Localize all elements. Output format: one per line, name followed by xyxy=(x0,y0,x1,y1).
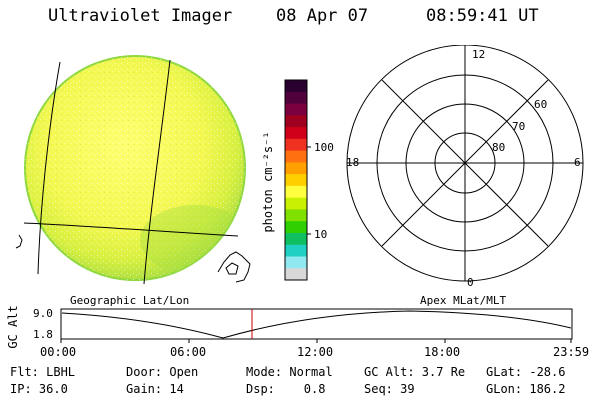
gain-info: Gain: 14 xyxy=(126,382,184,396)
ip-info: IP: 36.0 xyxy=(10,382,68,396)
mlat-label-70: 70 xyxy=(512,120,526,133)
colorbar-band xyxy=(285,103,307,116)
lat-lon-grid xyxy=(23,59,239,285)
mlat-label-80: 80 xyxy=(492,141,506,154)
mode-info: Mode: Normal xyxy=(246,365,333,379)
gc-alt-tick-low: 1.8 xyxy=(33,328,53,341)
mlt-label-6: 6 xyxy=(574,156,581,169)
time-tick-1200: 12:00 xyxy=(297,345,334,359)
colorbar-band xyxy=(285,256,307,269)
colorbar-band xyxy=(285,80,307,93)
time-tick-1800: 18:00 xyxy=(424,345,461,359)
geographic-label: Geographic Lat/Lon xyxy=(70,294,190,307)
colorbar-band xyxy=(285,150,307,163)
colorbar-band xyxy=(285,197,307,210)
polar-plot xyxy=(346,45,584,282)
gc-alt-info: GC Alt: 3.7 Re xyxy=(364,365,466,379)
colorbar-band xyxy=(285,127,307,140)
seq-info: Seq: 39 xyxy=(364,382,415,396)
polar-diagonal-2 xyxy=(381,79,549,247)
time-tick-0600: 06:00 xyxy=(170,345,207,359)
mlt-label-0: 0 xyxy=(467,276,474,289)
gc-alt-axis-label: GC Alt xyxy=(6,305,20,349)
dsp-info: Dsp: 0.8 xyxy=(246,382,326,396)
orbit-timeline-plot xyxy=(60,308,573,343)
colorbar-band xyxy=(285,91,307,105)
gc-alt-tick-high: 9.0 xyxy=(33,307,53,320)
gc-alt-curve xyxy=(61,310,572,339)
date-label: 08 Apr 07 xyxy=(276,6,369,26)
colorbar-band xyxy=(285,185,307,199)
colorbar xyxy=(284,79,311,281)
colorbar-band xyxy=(285,162,307,175)
apex-label: Apex MLat/MLT xyxy=(420,294,507,307)
colorbar-band xyxy=(285,115,307,128)
glat-info: GLat: -28.6 xyxy=(486,365,566,379)
time-tick-2359: 23:59 xyxy=(553,345,590,359)
colorbar-tick-label-100: 100 xyxy=(314,141,334,154)
uv-image-panel xyxy=(15,55,251,285)
colorbar-band xyxy=(285,268,307,281)
mlt-label-18: 18 xyxy=(346,156,360,169)
door-info: Door: Open xyxy=(126,365,199,379)
glon-info: GLon: 186.2 xyxy=(486,382,566,396)
colorbar-band xyxy=(285,221,307,234)
mlt-label-12: 12 xyxy=(472,48,486,61)
colorbar-band xyxy=(285,138,307,152)
mlat-label-60: 60 xyxy=(534,98,548,111)
instrument-title: Ultraviolet Imager xyxy=(48,6,233,26)
colorbar-band xyxy=(285,174,307,187)
colorbar-tick-label-10: 10 xyxy=(314,228,328,241)
colorbar-band xyxy=(285,209,307,222)
colorbar-band xyxy=(285,232,307,246)
colorbar-unit-label: photon cm⁻²s⁻¹ xyxy=(261,131,275,233)
time-tick-0000: 00:00 xyxy=(40,345,77,359)
colorbar-band xyxy=(285,244,307,257)
time-label: 08:59:41 UT xyxy=(426,6,539,26)
filter-info: Flt: LBHL xyxy=(10,365,76,379)
coastline-outline xyxy=(15,234,251,283)
